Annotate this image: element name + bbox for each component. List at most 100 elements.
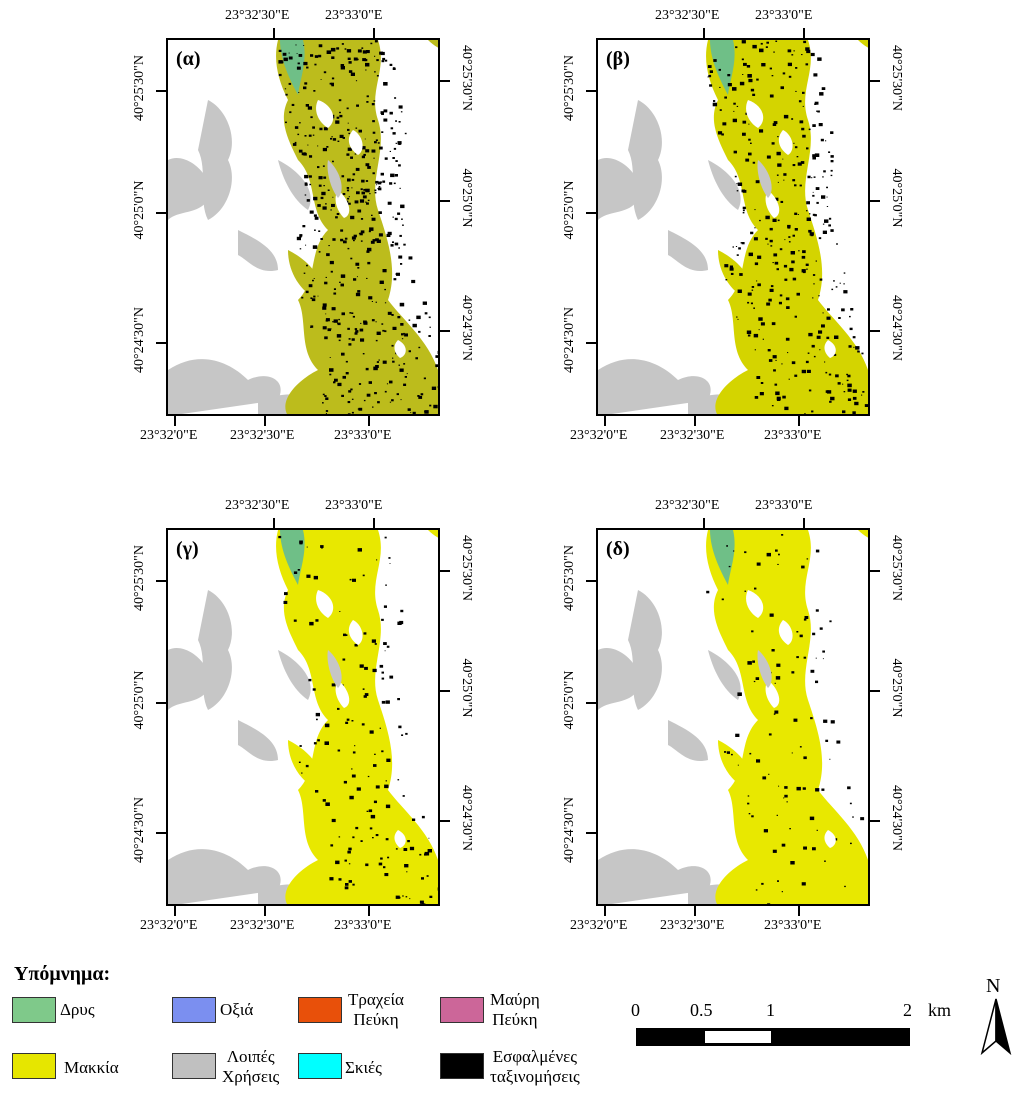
- axis-tick: [440, 80, 450, 82]
- top-longitude-label: 23°32'30"E: [225, 498, 290, 513]
- bottom-longitude-label: 23°32'30"E: [230, 428, 295, 443]
- bottom-longitude-label: 23°32'0"E: [570, 428, 628, 443]
- top-longitude-label: 23°33'0"E: [755, 8, 813, 23]
- scale-tick-2: 2: [903, 1000, 912, 1020]
- right-latitude-label: 40°24'30"N: [459, 295, 474, 361]
- left-latitude-label: 40°24'30"N: [562, 307, 577, 373]
- axis-tick: [373, 518, 375, 528]
- axis-tick: [156, 580, 166, 582]
- north-arrow-icon: [980, 998, 1012, 1056]
- axis-tick: [264, 906, 266, 916]
- axis-tick: [174, 416, 176, 426]
- left-latitude-label: 40°25'0"N: [132, 180, 147, 240]
- north-label: N: [986, 975, 1001, 997]
- top-longitude-label: 23°33'0"E: [325, 498, 383, 513]
- axis-tick: [368, 906, 370, 916]
- map-frame: (γ): [166, 528, 440, 906]
- axis-tick: [440, 570, 450, 572]
- scale-bar-graphic: [636, 1028, 910, 1046]
- axis-tick: [373, 28, 375, 38]
- legend-label-beech: Οξιά: [220, 1000, 254, 1019]
- panel-label: (α): [176, 48, 201, 70]
- axis-tick: [694, 416, 696, 426]
- axis-tick: [604, 906, 606, 916]
- axis-tick: [586, 212, 596, 214]
- map-frame: (δ): [596, 528, 870, 906]
- bottom-longitude-label: 23°32'0"E: [570, 918, 628, 933]
- legend-label-oak: Δρυς: [60, 1000, 95, 1019]
- axis-tick: [156, 90, 166, 92]
- axis-tick: [440, 820, 450, 822]
- bottom-longitude-label: 23°32'0"E: [140, 918, 198, 933]
- bottom-longitude-label: 23°33'0"E: [334, 918, 392, 933]
- left-latitude-label: 40°24'30"N: [132, 307, 147, 373]
- axis-tick: [586, 832, 596, 834]
- right-latitude-label: 40°25'0"N: [889, 658, 904, 718]
- left-latitude-label: 40°24'30"N: [562, 797, 577, 863]
- axis-tick: [870, 80, 880, 82]
- axis-tick: [703, 518, 705, 528]
- axis-tick: [586, 90, 596, 92]
- right-latitude-label: 40°24'30"N: [459, 785, 474, 851]
- panel-label: (β): [606, 48, 630, 70]
- top-longitude-label: 23°33'0"E: [755, 498, 813, 513]
- axis-tick: [870, 570, 880, 572]
- right-latitude-label: 40°25'0"N: [889, 168, 904, 228]
- axis-tick: [273, 28, 275, 38]
- legend-swatch-black-pine: [440, 997, 484, 1023]
- right-latitude-label: 40°25'0"N: [459, 168, 474, 228]
- right-latitude-label: 40°24'30"N: [889, 785, 904, 851]
- left-latitude-label: 40°25'30"N: [562, 545, 577, 611]
- right-latitude-label: 40°25'30"N: [459, 535, 474, 601]
- axis-tick: [440, 690, 450, 692]
- right-latitude-label: 40°25'30"N: [459, 45, 474, 111]
- top-longitude-label: 23°32'30"E: [225, 8, 290, 23]
- scale-tick-1: 1: [766, 1000, 775, 1020]
- legend-swatch-shadows: [298, 1053, 342, 1079]
- legend-label-other-uses: Λοιπές Χρήσεις: [222, 1047, 280, 1086]
- top-longitude-label: 23°32'30"E: [655, 8, 720, 23]
- legend-label-calabrian-pine: Τραχεία Πεύκη: [348, 990, 404, 1029]
- axis-tick: [870, 820, 880, 822]
- axis-tick: [156, 212, 166, 214]
- bottom-longitude-label: 23°33'0"E: [764, 918, 822, 933]
- scale-unit: km: [928, 1000, 952, 1020]
- axis-tick: [586, 580, 596, 582]
- axis-tick: [156, 342, 166, 344]
- axis-tick: [870, 330, 880, 332]
- scale-tick-0: 0: [631, 1000, 640, 1020]
- right-latitude-label: 40°25'30"N: [889, 535, 904, 601]
- axis-tick: [803, 28, 805, 38]
- legend-label-misclassified: Εσφαλμένες ταξινομήσεις: [490, 1047, 580, 1086]
- legend-swatch-misclassified: [440, 1053, 484, 1079]
- panel-label: (δ): [606, 538, 630, 560]
- axis-tick: [694, 906, 696, 916]
- left-latitude-label: 40°25'30"N: [562, 55, 577, 121]
- axis-tick: [803, 518, 805, 528]
- axis-tick: [586, 702, 596, 704]
- axis-tick: [586, 342, 596, 344]
- legend-swatch-maquis: [12, 1053, 56, 1079]
- legend-swatch-calabrian-pine: [298, 997, 342, 1023]
- left-latitude-label: 40°25'0"N: [562, 180, 577, 240]
- legend-swatch-other-uses: [172, 1053, 216, 1079]
- bottom-longitude-label: 23°32'30"E: [660, 918, 725, 933]
- right-latitude-label: 40°25'0"N: [459, 658, 474, 718]
- map-frame: (β): [596, 38, 870, 416]
- axis-tick: [870, 690, 880, 692]
- axis-tick: [870, 200, 880, 202]
- north-arrow: N: [978, 975, 1014, 1056]
- left-latitude-label: 40°24'30"N: [132, 797, 147, 863]
- axis-tick: [368, 416, 370, 426]
- map-panel-d: (δ) 23°32'30"E 23°33'0"E 23°32'0"E 23°32'30"…: [530, 490, 930, 960]
- axis-tick: [174, 906, 176, 916]
- axis-tick: [798, 416, 800, 426]
- bottom-longitude-label: 23°33'0"E: [334, 428, 392, 443]
- map-panel-b: (β) 23°32'30"E 23°33'0"E 23°32'0"E 23°32'30"…: [530, 0, 930, 470]
- axis-tick: [273, 518, 275, 528]
- axis-tick: [264, 416, 266, 426]
- scale-tick-0-5: 0.5: [690, 1000, 713, 1020]
- axis-tick: [604, 416, 606, 426]
- bottom-longitude-label: 23°32'0"E: [140, 428, 198, 443]
- axis-tick: [156, 702, 166, 704]
